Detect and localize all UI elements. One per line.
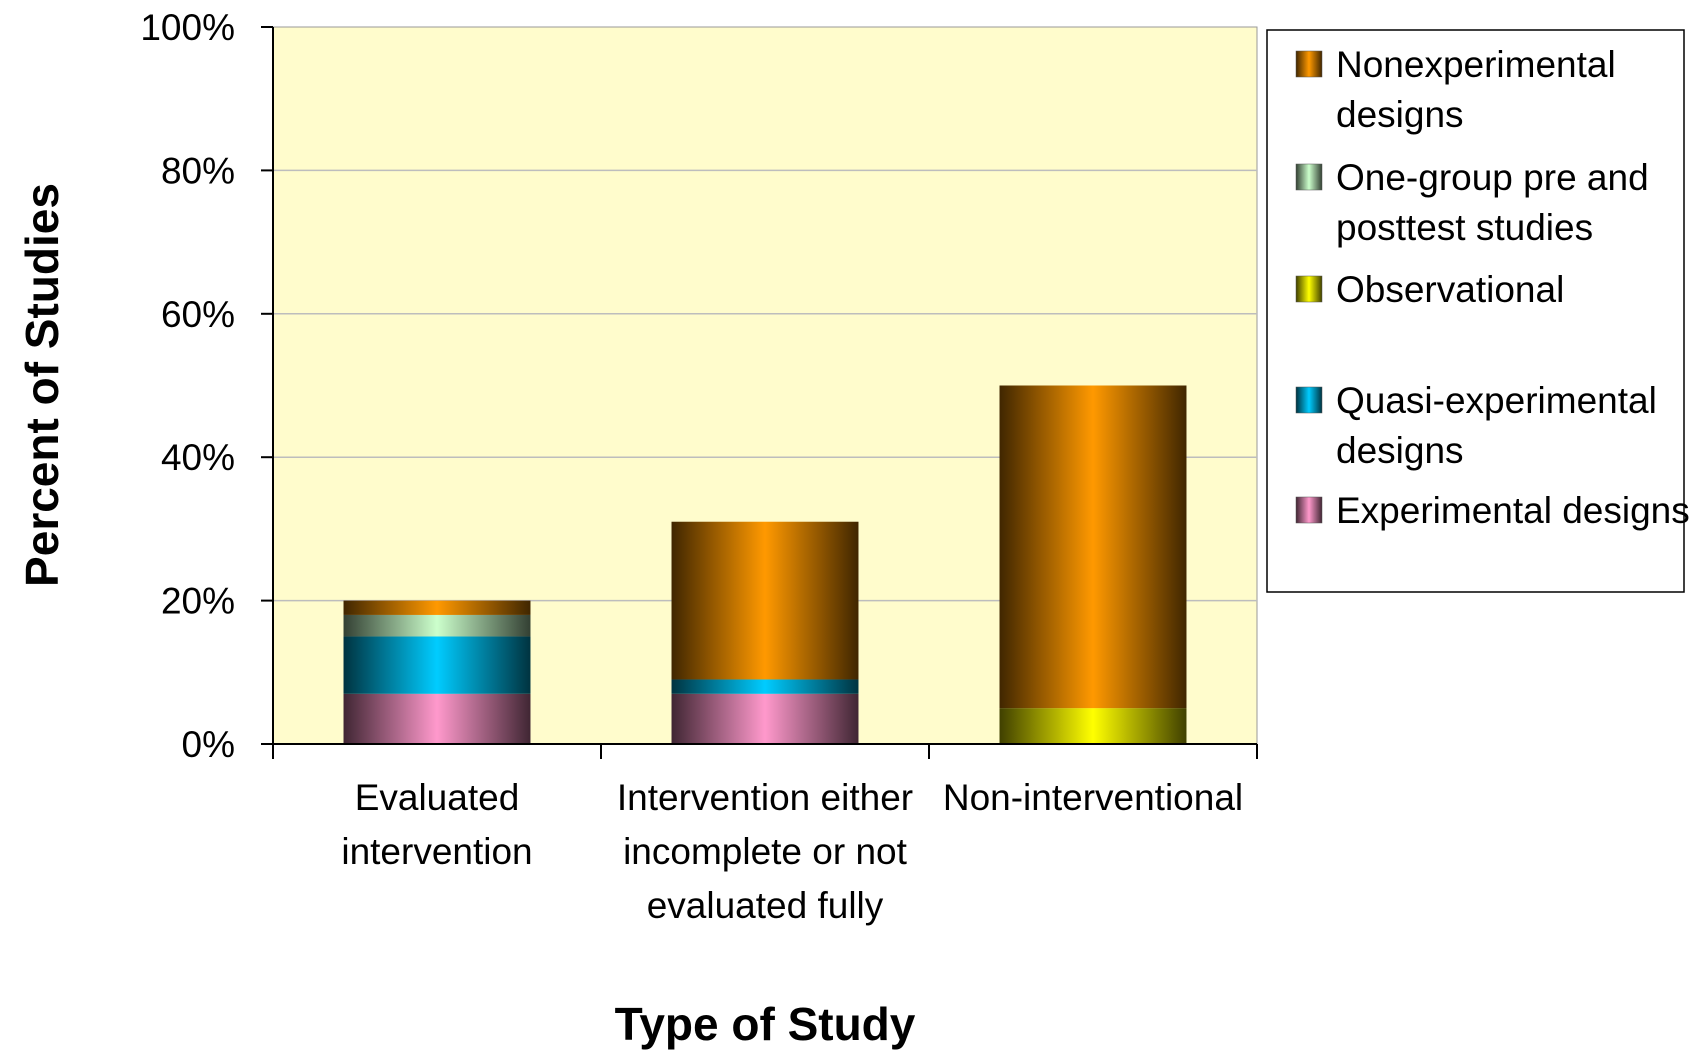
bar-segment xyxy=(671,521,859,680)
legend-box xyxy=(1266,29,1685,593)
bar-segment xyxy=(671,679,859,694)
x-category-label: Non-interventional xyxy=(943,777,1243,818)
legend: Nonexperimental designs One-group pre and p… xyxy=(1266,29,1690,593)
bar-segment xyxy=(343,614,531,637)
axes xyxy=(261,26,1258,759)
bar-segment xyxy=(999,385,1187,709)
legend-label: Observational xyxy=(1336,269,1564,310)
legend-swatch xyxy=(1295,386,1323,414)
bar-segment xyxy=(671,693,859,744)
bar-segment xyxy=(343,600,531,615)
legend-label: Nonexperimental designs xyxy=(1336,44,1616,135)
y-tick-label: 40% xyxy=(161,437,235,478)
bar-segment xyxy=(343,636,531,694)
bars xyxy=(343,385,1187,744)
y-tick-label: 60% xyxy=(161,294,235,335)
y-tick-label: 80% xyxy=(161,150,235,191)
legend-label: One-group pre and posttest studies xyxy=(1336,157,1649,248)
legend-swatch xyxy=(1295,163,1323,191)
x-category-label: Evaluated intervention xyxy=(341,777,532,872)
bar-segment xyxy=(999,708,1187,744)
x-category-label: Intervention either incomplete or not eval… xyxy=(617,777,913,926)
x-category-labels: Evaluated intervention Intervention either… xyxy=(341,777,1243,926)
legend-label: Quasi-experimental designs xyxy=(1336,380,1657,471)
legend-swatch xyxy=(1295,496,1323,524)
x-axis-title: Type of Study xyxy=(615,998,916,1050)
y-tick-label: 100% xyxy=(140,7,235,48)
y-tick-label: 20% xyxy=(161,581,235,622)
y-tick-label: 0% xyxy=(182,724,235,765)
y-axis-title: Percent of Studies xyxy=(16,183,68,587)
legend-label: Experimental designs xyxy=(1336,490,1690,531)
legend-swatch xyxy=(1295,50,1323,78)
legend-swatch xyxy=(1295,275,1323,303)
bar-segment xyxy=(343,693,531,744)
y-tick-labels: 0% 20% 40% 60% 80% 100% xyxy=(140,7,235,765)
